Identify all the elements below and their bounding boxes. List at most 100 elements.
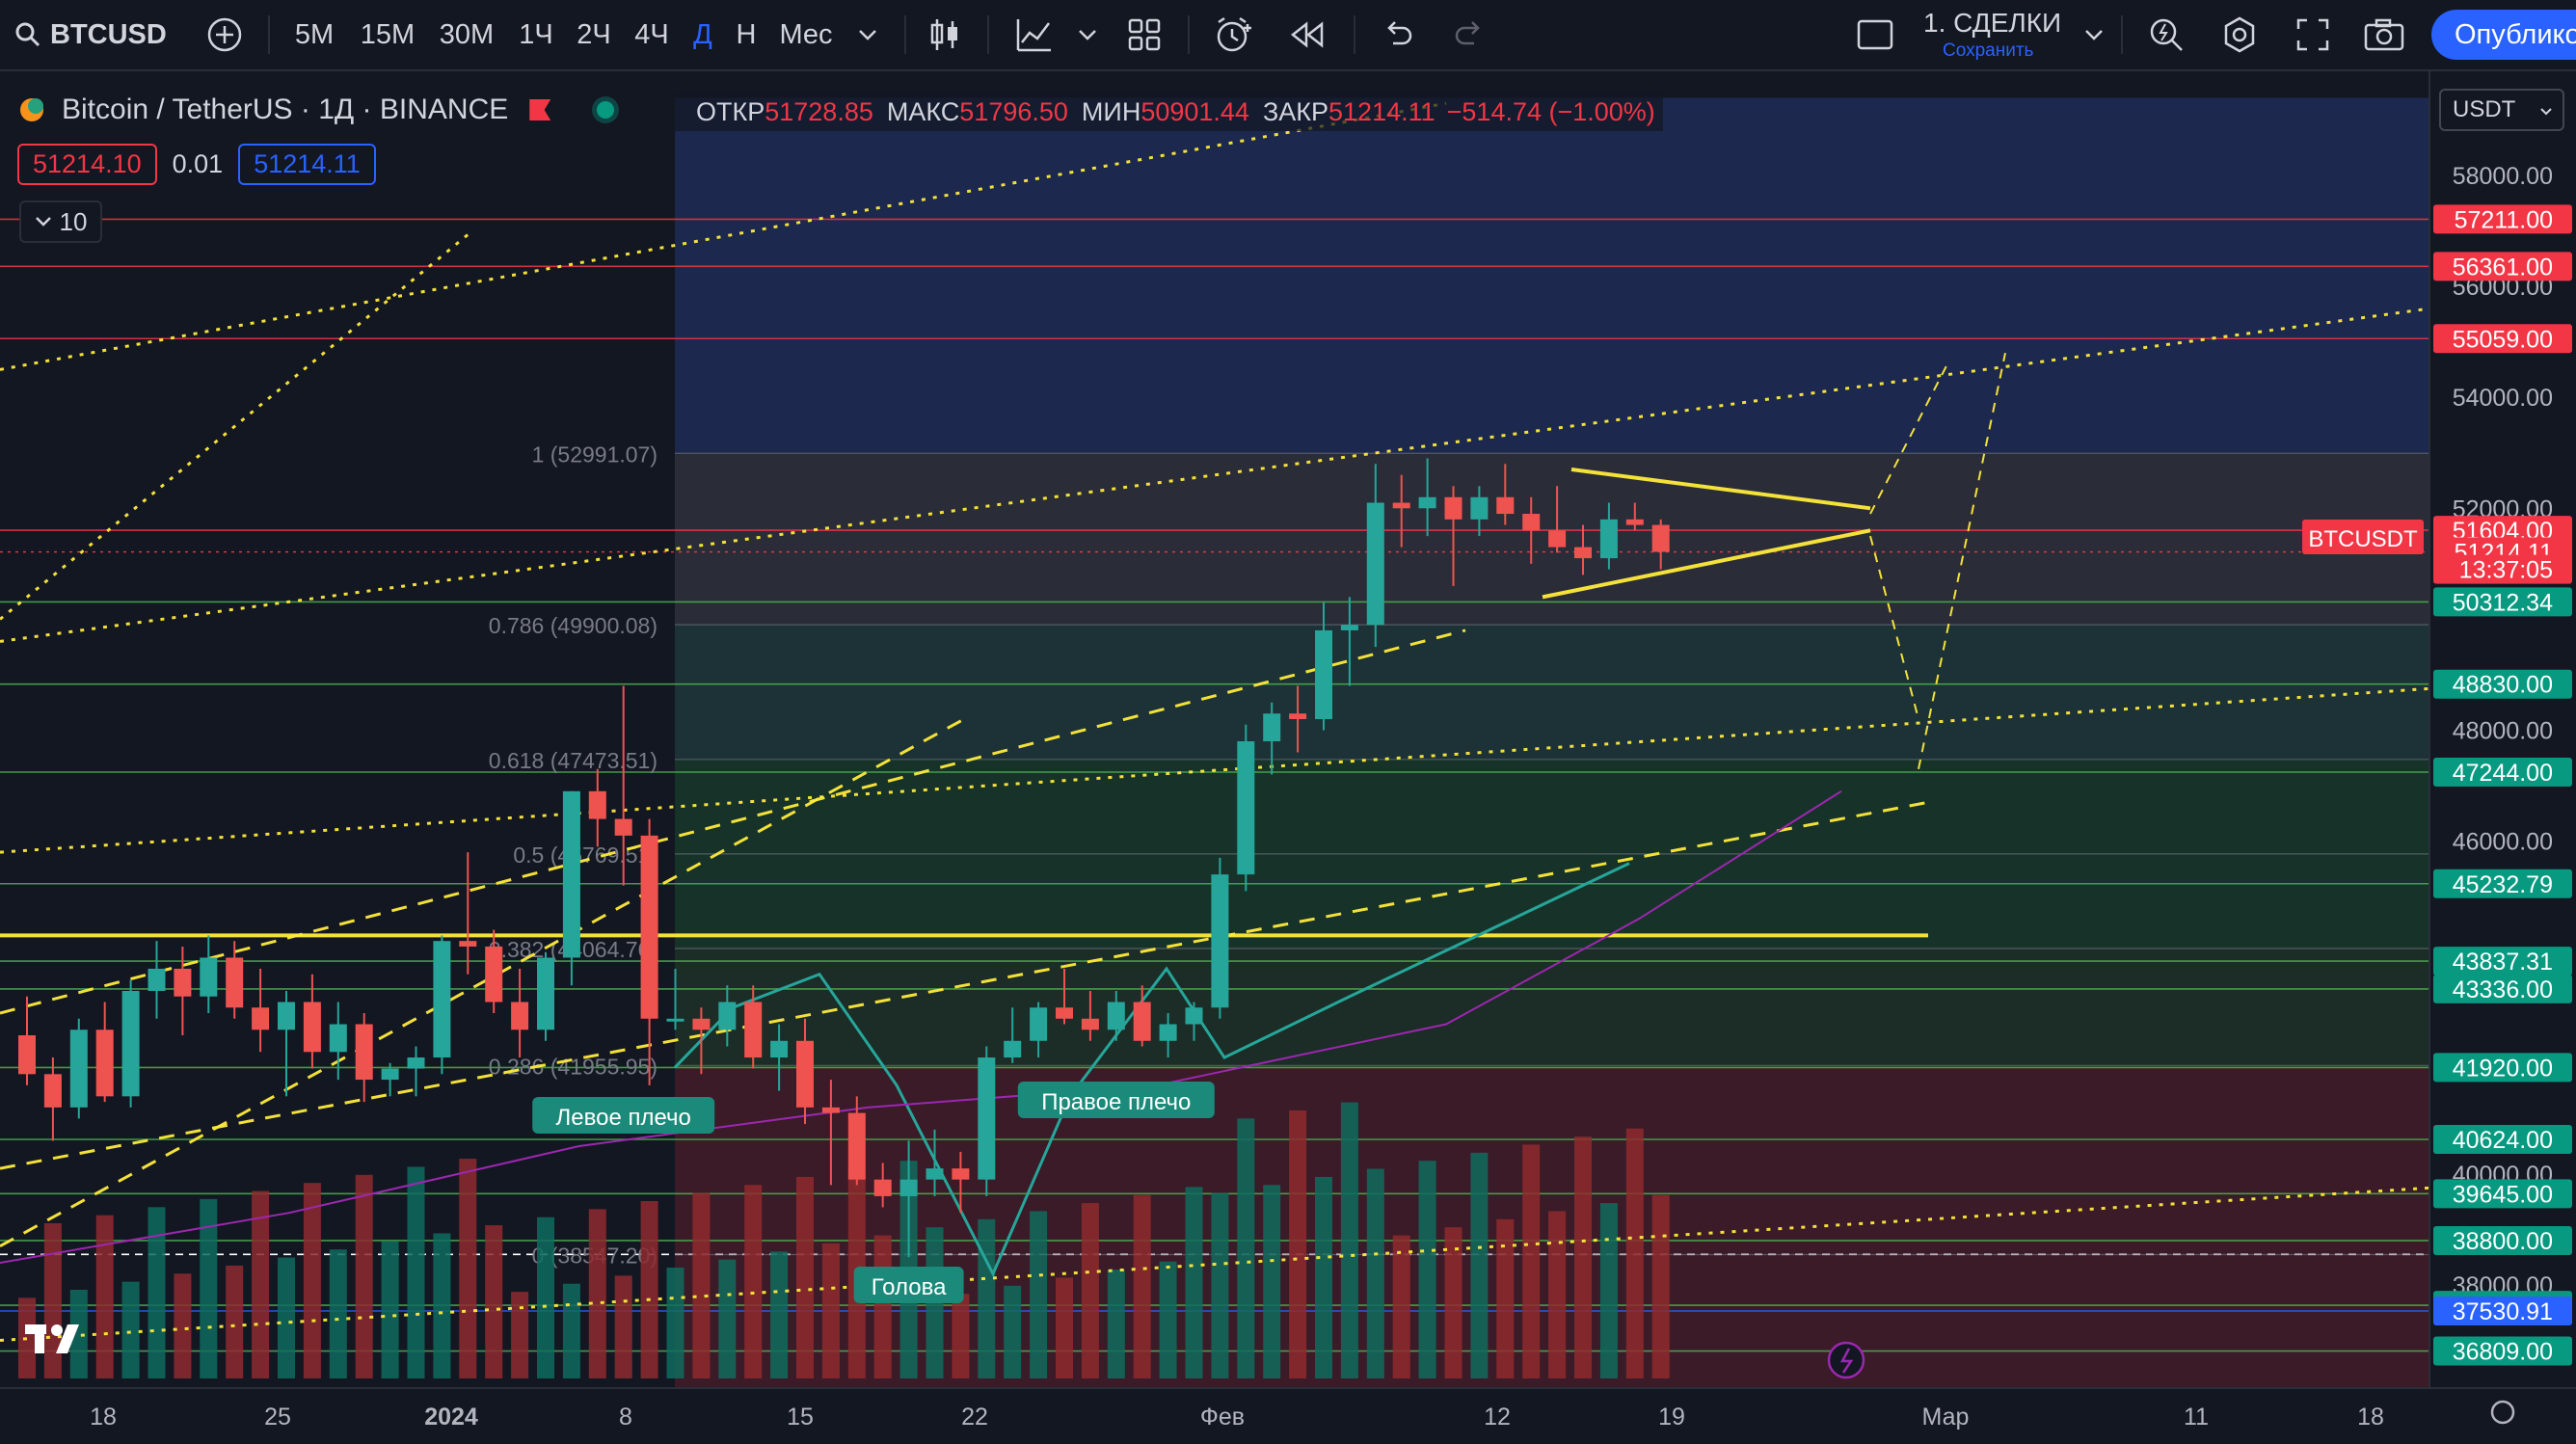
buy-price-button[interactable]: 51214.11 <box>238 143 376 185</box>
candle-body[interactable] <box>562 790 580 958</box>
chart-type-button[interactable] <box>921 0 969 69</box>
candle-body[interactable] <box>329 1024 347 1053</box>
candle-body[interactable] <box>174 968 192 997</box>
candle-body[interactable] <box>978 1057 996 1180</box>
interval-1d[interactable]: Д <box>693 18 712 50</box>
layout-dropdown[interactable] <box>2075 0 2113 69</box>
currency-select[interactable]: USDT <box>2439 89 2564 131</box>
candle-body[interactable] <box>303 1002 321 1053</box>
axis-settings-icon[interactable] <box>2490 1400 2515 1425</box>
indicator-legend-toggle[interactable]: 10 <box>19 201 102 243</box>
candle-body[interactable] <box>381 1068 399 1081</box>
interval-30m[interactable]: 30M <box>439 18 495 50</box>
sell-price-button[interactable]: 51214.10 <box>17 143 157 185</box>
candle-body[interactable] <box>1004 1040 1022 1058</box>
flag-icon[interactable] <box>529 99 551 120</box>
candle-body[interactable] <box>1599 519 1618 559</box>
candle-body[interactable] <box>588 790 606 819</box>
candle-body[interactable] <box>226 957 244 1008</box>
undo-button[interactable] <box>1373 0 1421 69</box>
snapshot-button[interactable] <box>2360 0 2408 69</box>
candle-body[interactable] <box>1133 1002 1151 1041</box>
candle-body[interactable] <box>899 1179 918 1196</box>
candle-body[interactable] <box>847 1112 866 1180</box>
interval-1w[interactable]: Н <box>736 18 757 50</box>
candle-body[interactable] <box>200 957 218 997</box>
candle-body[interactable] <box>1625 519 1644 525</box>
tradingview-logo[interactable] <box>25 1323 89 1355</box>
candle-body[interactable] <box>1496 496 1515 515</box>
candle-body[interactable] <box>1470 496 1489 520</box>
candle-body[interactable] <box>1263 713 1281 742</box>
candle-body[interactable] <box>1081 1018 1099 1030</box>
symbol-legend[interactable]: Bitcoin / TetherUS · 1Д · BINANCE <box>17 89 627 131</box>
candle-body[interactable] <box>511 1002 529 1030</box>
candle-body[interactable] <box>1211 874 1229 1008</box>
alert-button[interactable] <box>1209 0 1257 69</box>
candle-body[interactable] <box>873 1179 892 1196</box>
candle-body[interactable] <box>821 1107 840 1113</box>
candle-body[interactable] <box>355 1024 373 1081</box>
replay-button[interactable] <box>1284 0 1332 69</box>
interval-1mo[interactable]: Мес <box>779 18 833 50</box>
templates-button[interactable] <box>1120 0 1168 69</box>
candle-body[interactable] <box>252 1007 270 1030</box>
candle-body[interactable] <box>121 990 140 1097</box>
interval-15m[interactable]: 15M <box>360 18 416 50</box>
price-chart[interactable]: 1 (52991.07) 0.786 (49900.08) 0.618 (47473… <box>0 71 2576 1444</box>
candle-body[interactable] <box>796 1040 814 1108</box>
candle-body[interactable] <box>43 1074 62 1108</box>
candle-body[interactable] <box>433 941 451 1058</box>
candle-body[interactable] <box>1030 1007 1048 1041</box>
candle-body[interactable] <box>1237 741 1255 875</box>
candle-body[interactable] <box>666 1018 684 1022</box>
indicators-button[interactable] <box>1010 0 1059 69</box>
candle-body[interactable] <box>1315 629 1332 719</box>
candle-body[interactable] <box>1392 502 1410 509</box>
candle-body[interactable] <box>1444 496 1462 520</box>
candle-body[interactable] <box>1056 1007 1073 1019</box>
candle-body[interactable] <box>1366 502 1384 626</box>
symbol-search-button[interactable]: BTCUSD <box>13 0 177 69</box>
candle-body[interactable] <box>537 957 554 1030</box>
candle-body[interactable] <box>744 1002 763 1058</box>
fullscreen-button[interactable] <box>2289 0 2337 69</box>
candle-body[interactable] <box>1522 514 1541 531</box>
redo-button[interactable] <box>1446 0 1494 69</box>
candle-body[interactable] <box>407 1057 425 1069</box>
candle-body[interactable] <box>278 1002 295 1030</box>
candle-body[interactable] <box>692 1018 711 1030</box>
candle-body[interactable] <box>1418 496 1436 509</box>
interval-2h[interactable]: 2Ч <box>577 18 611 50</box>
save-layout-link[interactable]: Сохранить <box>1943 40 2034 61</box>
candle-body[interactable] <box>1159 1024 1177 1041</box>
price-axis[interactable] <box>2429 71 2576 1388</box>
candle-body[interactable] <box>1548 530 1567 548</box>
compare-symbol-button[interactable] <box>201 0 249 69</box>
interval-4h[interactable]: 4Ч <box>634 18 669 50</box>
publish-button[interactable]: Опубликовать <box>2431 10 2576 60</box>
interval-dropdown[interactable] <box>848 0 887 69</box>
candle-body[interactable] <box>1574 547 1592 559</box>
candle-body[interactable] <box>18 1035 36 1075</box>
candle-body[interactable] <box>614 818 632 836</box>
candle-body[interactable] <box>640 835 658 1019</box>
candle-body[interactable] <box>148 968 166 991</box>
candle-body[interactable] <box>459 941 477 947</box>
candle-body[interactable] <box>69 1030 88 1108</box>
candle-body[interactable] <box>926 1168 944 1180</box>
indicators-dropdown[interactable] <box>1068 0 1107 69</box>
candle-body[interactable] <box>485 946 503 1003</box>
layout-toggle-button[interactable] <box>1851 0 1899 69</box>
candle-body[interactable] <box>1289 713 1307 719</box>
candle-body[interactable] <box>1651 524 1670 552</box>
candle-body[interactable] <box>1185 1007 1203 1025</box>
quick-search-button[interactable] <box>2142 0 2190 69</box>
candle-body[interactable] <box>1340 625 1358 630</box>
chart-area[interactable]: 1 (52991.07) 0.786 (49900.08) 0.618 (47473… <box>0 71 2576 1444</box>
settings-button[interactable] <box>2215 0 2264 69</box>
layout-name[interactable]: 1. СДЕЛКИ <box>1923 8 2062 38</box>
candle-body[interactable] <box>1107 1002 1125 1030</box>
candle-body[interactable] <box>770 1040 789 1058</box>
time-axis[interactable] <box>0 1388 2576 1444</box>
